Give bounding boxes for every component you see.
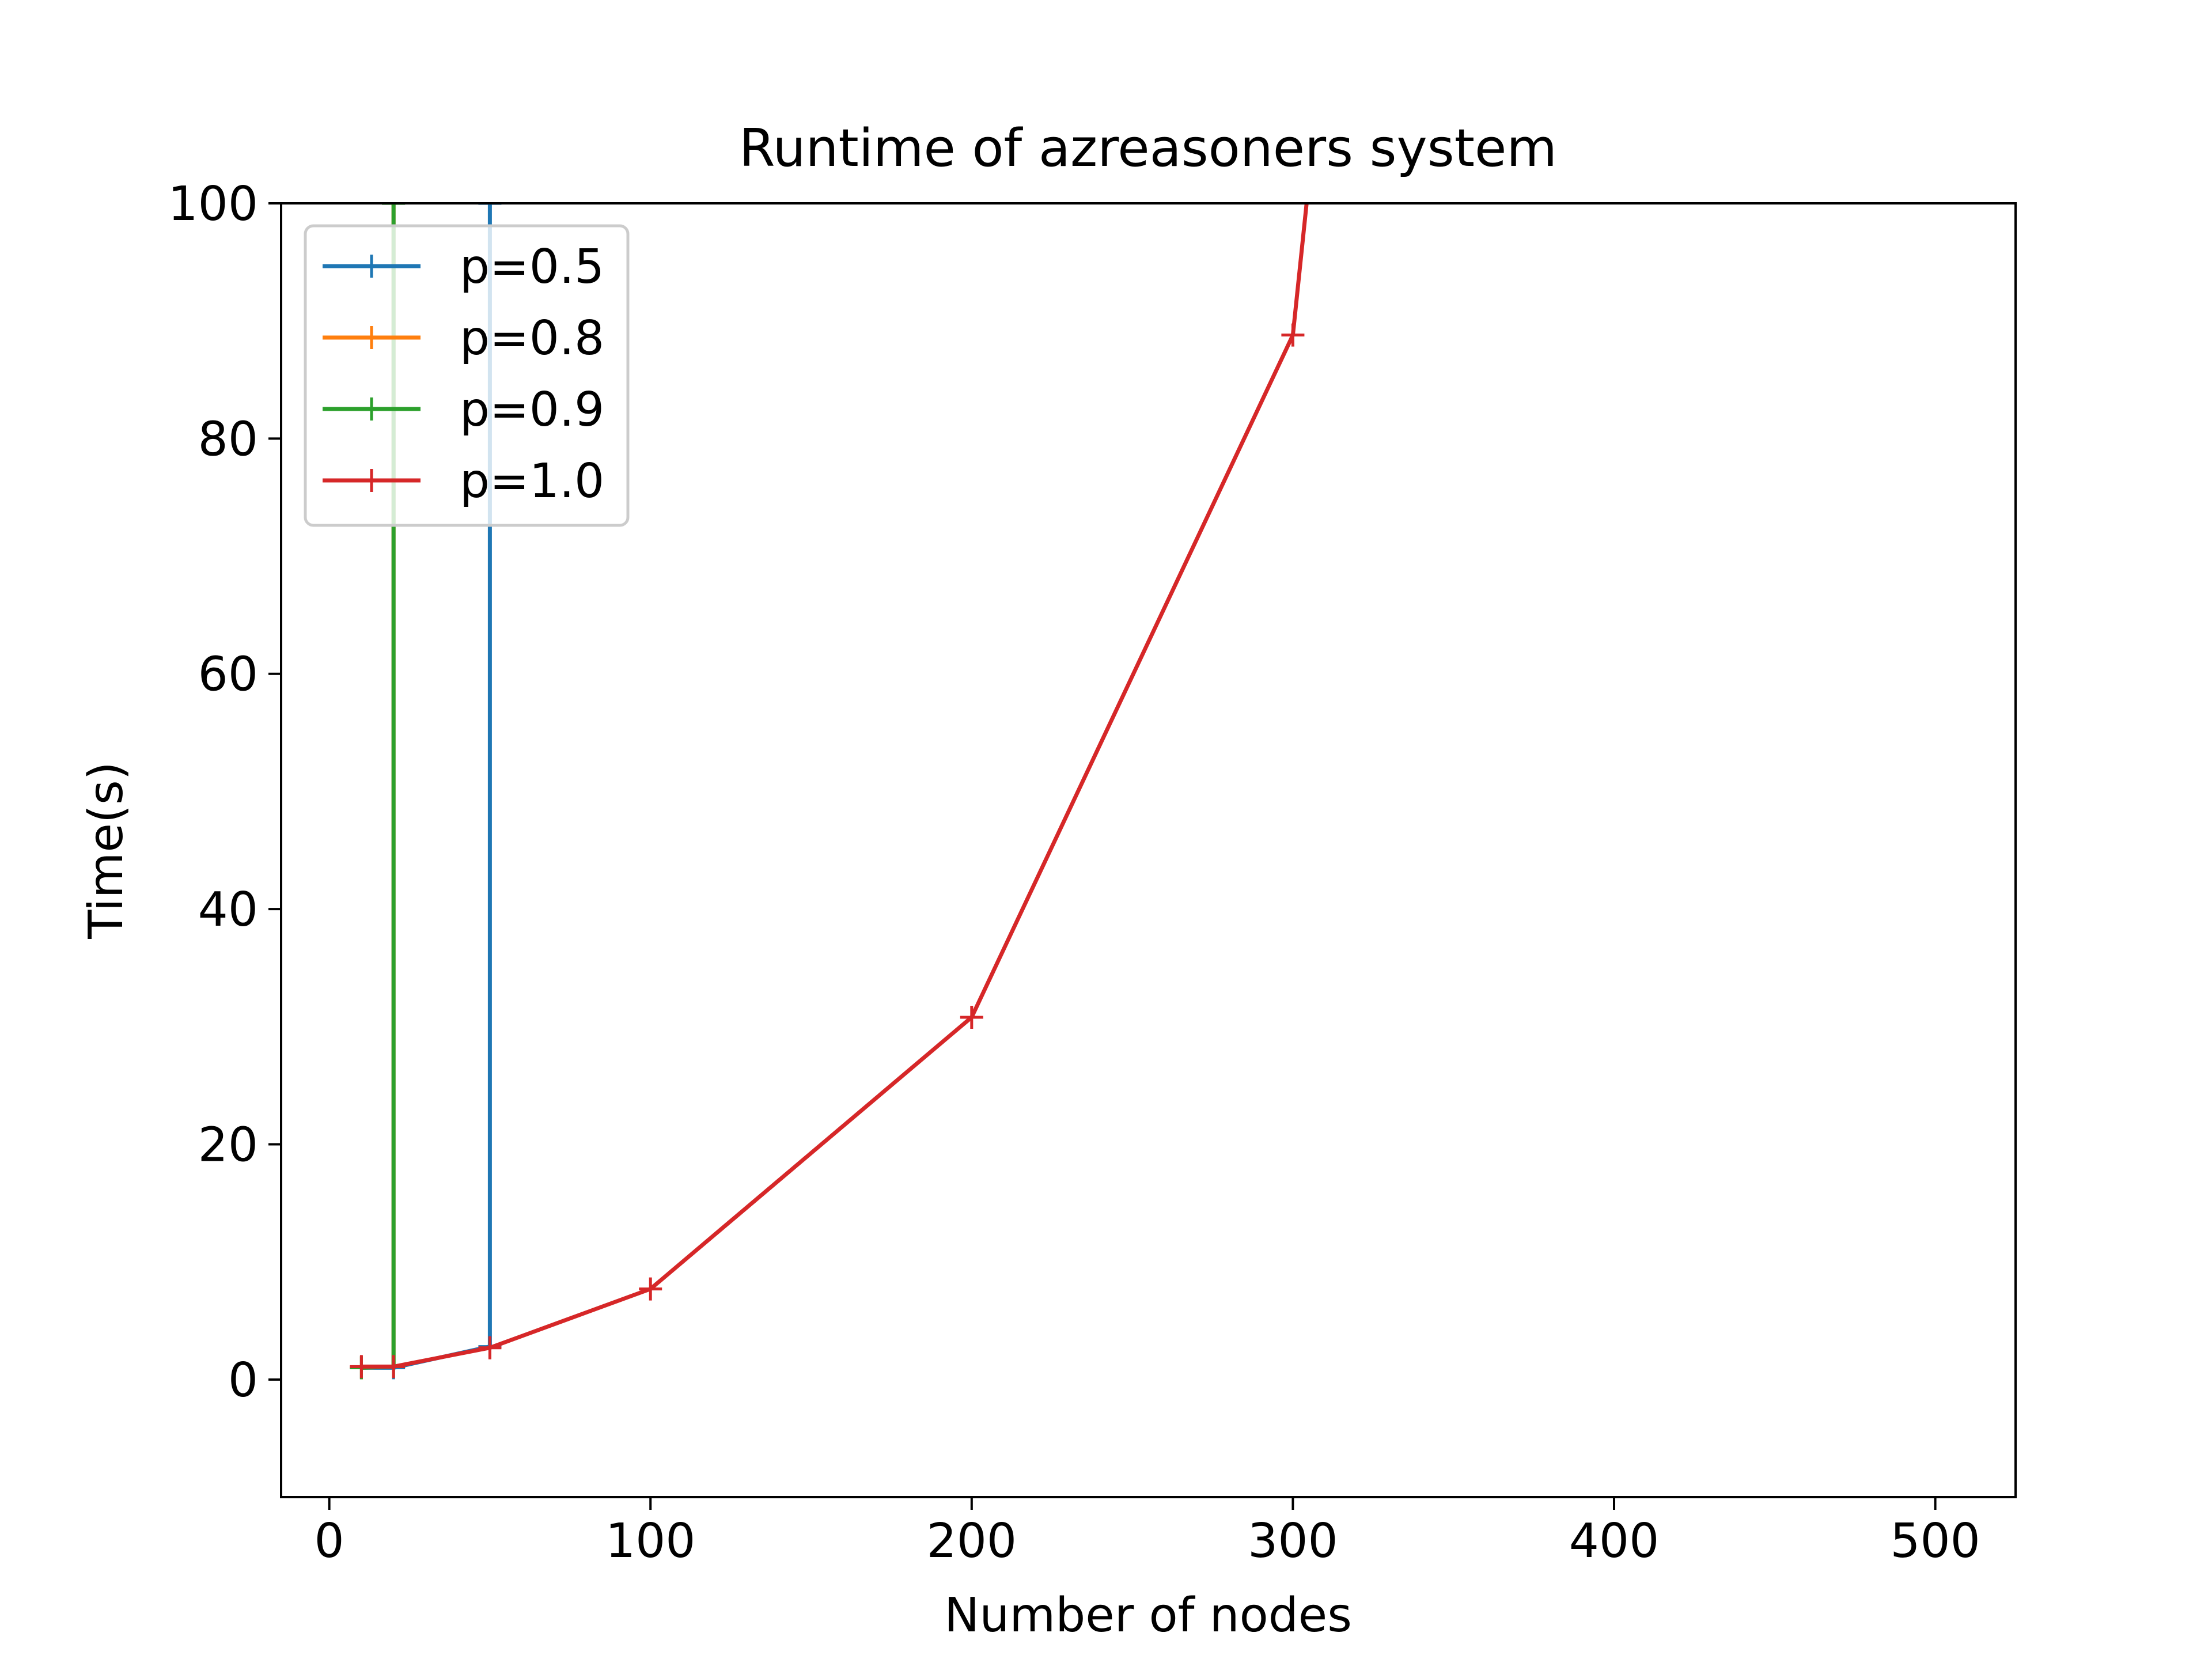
- series-p-1-0-point: [382, 1355, 406, 1378]
- legend-label: p=0.5: [460, 240, 604, 294]
- legend-marker: [360, 326, 383, 349]
- legend-marker: [360, 469, 383, 492]
- legend-label: p=0.9: [460, 382, 604, 437]
- x-tick-label: 300: [1248, 1514, 1338, 1569]
- plot-frame: [280, 202, 2017, 1498]
- y-axis-ticks: 0 20 40 60 80 100: [168, 177, 281, 1408]
- chart-title: Runtime of azreasoners system: [739, 118, 1557, 179]
- y-tick-label: 60: [198, 647, 258, 702]
- legend-frame: [304, 224, 630, 527]
- series-p-0-9-point: [382, 203, 406, 215]
- x-axis-label: Number of nodes: [944, 1588, 1352, 1643]
- x-tick-label: 200: [927, 1514, 1017, 1569]
- series-p-1-0-point: [478, 1336, 502, 1359]
- series-p-1-0-point: [639, 1277, 662, 1301]
- series-p-1-0: [350, 203, 1309, 1378]
- series-p-0-5-point: [478, 203, 502, 215]
- legend-marker: [360, 397, 383, 421]
- x-axis-ticks: 0 100 200 300 400 500: [315, 1497, 1980, 1569]
- series-p-1-0-point: [350, 1355, 373, 1378]
- series-p-1-0-point: [1281, 323, 1305, 347]
- x-tick-label: 500: [1890, 1514, 1980, 1569]
- y-tick-label: 0: [228, 1353, 258, 1408]
- legend-label: p=1.0: [460, 454, 604, 509]
- legend: p=0.5 p=0.8 p=0.9 p=1.0: [304, 224, 630, 527]
- y-tick-label: 80: [198, 412, 258, 467]
- legend-entry-p-0-9: p=0.9: [323, 382, 604, 437]
- y-tick-label: 20: [198, 1118, 258, 1172]
- y-tick-label: 40: [198, 882, 258, 937]
- legend-marker: [360, 255, 383, 278]
- y-tick-label: 100: [168, 177, 258, 232]
- legend-entry-p-1-0: p=1.0: [323, 454, 604, 509]
- series-p-1-0-point: [960, 1005, 983, 1029]
- legend-entry-p-0-8: p=0.8: [323, 311, 604, 366]
- series-layer: [350, 203, 1309, 1380]
- x-tick-label: 0: [315, 1514, 344, 1569]
- x-tick-label: 100: [605, 1514, 696, 1569]
- y-axis-label: Time(s): [79, 762, 134, 939]
- legend-label: p=0.8: [460, 311, 604, 366]
- legend-entry-p-0-5: p=0.5: [323, 240, 604, 294]
- x-tick-label: 400: [1569, 1514, 1660, 1569]
